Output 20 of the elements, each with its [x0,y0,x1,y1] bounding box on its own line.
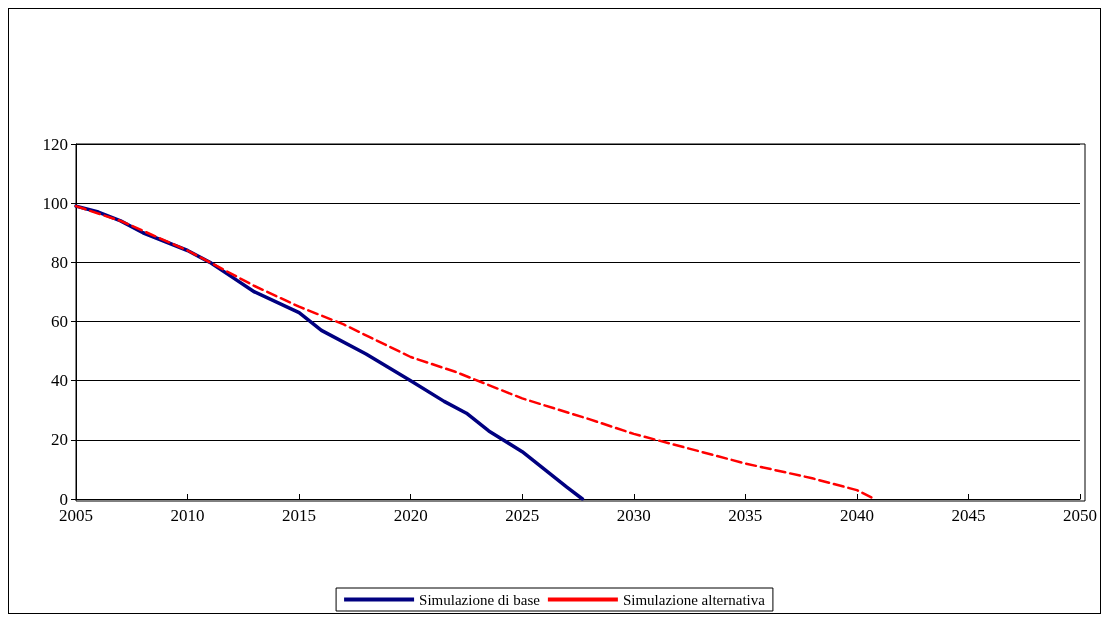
y-tick-label: 60 [51,312,68,331]
x-tick-label: 2040 [839,506,874,525]
y-tick-label: 0 [59,489,68,509]
x-tick-label: 2005 [59,506,93,525]
y-tick-label: 20 [51,430,68,450]
x-tick-label: 2030 [616,506,651,525]
legend-label: Simulazione di base [419,591,541,608]
x-tick-label: 2020 [393,506,428,525]
legend-label: Simulazione alternativa [622,591,766,608]
x-tick-label: 2035 [728,506,763,525]
x-tick-label: 2045 [951,506,986,525]
y-tick-label: 100 [42,193,68,213]
x-tick-label: 2015 [282,506,317,525]
x-tick-label: 2010 [170,506,205,525]
y-tick-label: 40 [51,371,68,391]
y-tick-label: 120 [42,134,68,154]
y-tick-label: 80 [51,252,68,272]
line-series [74,204,876,501]
x-tick-label: 2050 [1063,506,1097,525]
x-tick-label: 2025 [505,506,540,525]
